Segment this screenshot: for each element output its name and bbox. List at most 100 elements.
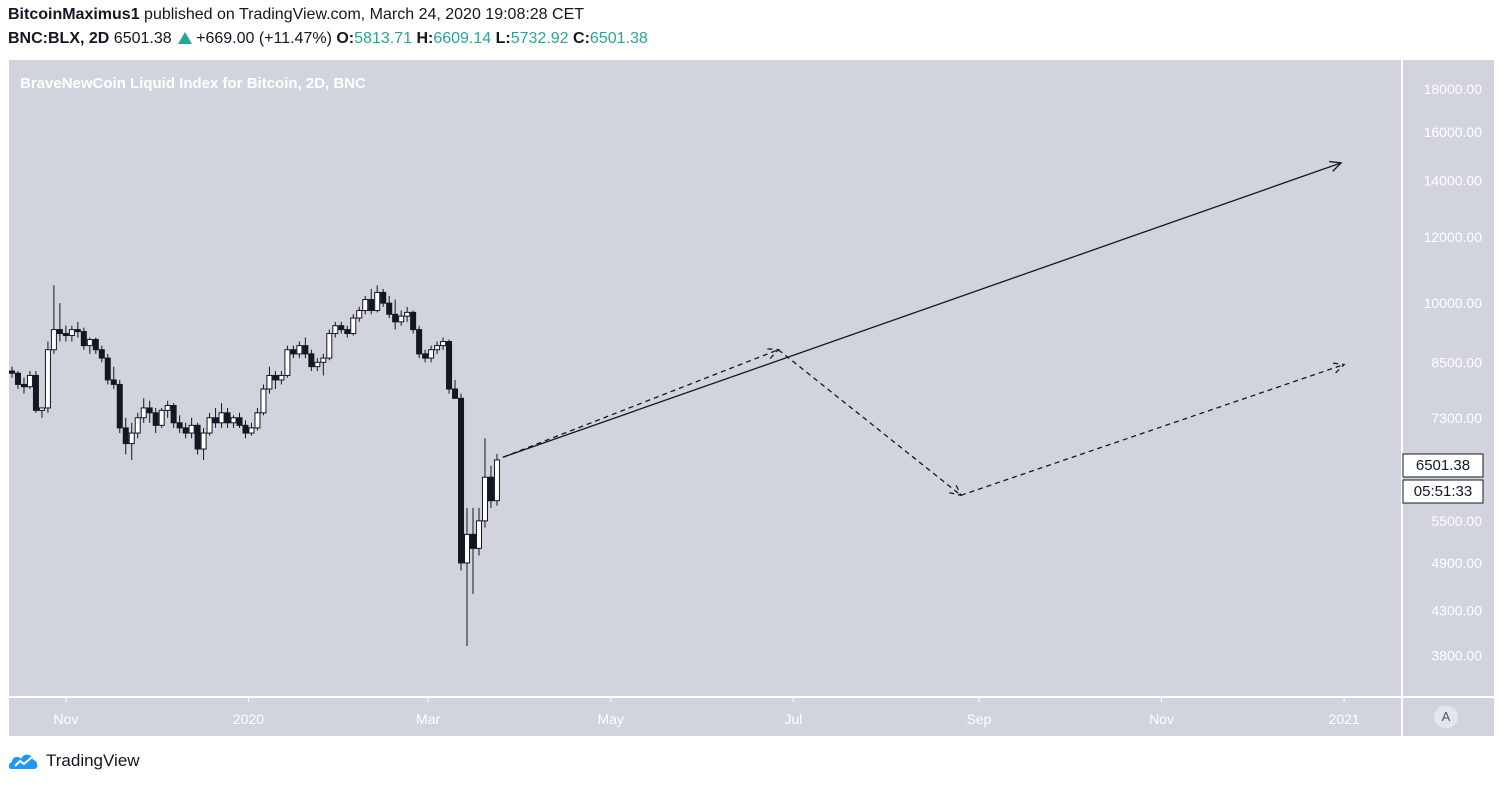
candle bbox=[470, 507, 476, 594]
candle-body bbox=[158, 409, 165, 426]
target-arrow bbox=[502, 160, 1343, 458]
candle bbox=[74, 321, 81, 338]
candle bbox=[398, 310, 405, 326]
candles-group bbox=[8, 285, 500, 647]
arrow-head bbox=[1332, 362, 1346, 374]
candle bbox=[368, 288, 375, 315]
candle bbox=[326, 329, 333, 361]
candle-body bbox=[446, 341, 453, 390]
chart-title: BraveNewCoin Liquid Index for Bitcoin, 2… bbox=[20, 75, 366, 92]
candle bbox=[20, 377, 27, 394]
candle bbox=[26, 371, 33, 390]
candle-body bbox=[248, 427, 255, 434]
candle bbox=[487, 465, 494, 508]
candle-body bbox=[470, 533, 476, 549]
candle bbox=[475, 507, 482, 556]
candle bbox=[98, 345, 105, 363]
candle-body bbox=[404, 311, 411, 317]
countdown-label: 05:51:33 bbox=[1414, 483, 1472, 500]
candle-body bbox=[362, 299, 369, 312]
price-tick-label: 5500.00 bbox=[1431, 513, 1482, 529]
candle-body bbox=[326, 333, 333, 359]
candle bbox=[332, 321, 339, 338]
candle bbox=[314, 358, 321, 372]
candle-body bbox=[140, 407, 147, 419]
candle-body bbox=[434, 345, 441, 351]
tradingview-logo-icon bbox=[8, 754, 38, 769]
time-axis[interactable] bbox=[9, 698, 1401, 736]
candle bbox=[80, 327, 87, 350]
time-tick-label: Mar bbox=[416, 711, 440, 727]
publish-line: BitcoinMaximus1 published on TradingView… bbox=[8, 6, 584, 24]
candle-body bbox=[212, 417, 219, 424]
candle-body bbox=[44, 349, 51, 409]
time-tick-label: Nov bbox=[1149, 711, 1174, 727]
price-tick-label: 18000.00 bbox=[1424, 81, 1483, 97]
time-ticks: Nov 2020 Mar May Jul Sep Nov 2021 bbox=[53, 696, 1360, 727]
candle bbox=[446, 339, 453, 394]
open-label: O: bbox=[336, 30, 355, 47]
candle bbox=[338, 321, 345, 334]
candle bbox=[188, 417, 195, 439]
candle-body bbox=[104, 357, 111, 381]
candle-body bbox=[122, 427, 129, 445]
candle-body bbox=[14, 372, 21, 385]
candle bbox=[356, 306, 363, 322]
candle bbox=[290, 345, 297, 359]
projection-arrow bbox=[960, 362, 1346, 496]
price-axis[interactable] bbox=[1403, 60, 1494, 696]
time-tick-label: Sep bbox=[966, 711, 991, 727]
footer: TradingView bbox=[8, 748, 140, 774]
candle-body bbox=[254, 412, 261, 429]
author-name[interactable]: BitcoinMaximus1 bbox=[8, 6, 140, 23]
candle-body bbox=[164, 405, 171, 411]
candle-body bbox=[428, 349, 435, 359]
candle bbox=[284, 345, 291, 378]
close-value: 6501.38 bbox=[589, 30, 648, 47]
candle-body bbox=[458, 397, 465, 564]
candle-body bbox=[74, 329, 81, 333]
candle-body bbox=[398, 315, 405, 323]
candle bbox=[452, 379, 459, 399]
low-label: L: bbox=[495, 30, 511, 47]
auto-scale-button[interactable]: A bbox=[1434, 706, 1458, 728]
footer-brand[interactable]: TradingView bbox=[46, 751, 140, 770]
candle-body bbox=[296, 345, 303, 355]
candle bbox=[50, 285, 57, 354]
candle bbox=[458, 393, 465, 571]
candle-body bbox=[170, 405, 177, 424]
candle bbox=[416, 325, 423, 359]
price-tick-label: 4300.00 bbox=[1431, 602, 1482, 618]
candle bbox=[140, 398, 147, 423]
candle-body bbox=[32, 374, 39, 411]
candle bbox=[56, 303, 63, 342]
candle-body bbox=[416, 329, 423, 355]
price-tick-label: 7300.00 bbox=[1431, 410, 1482, 426]
arrow-line bbox=[502, 162, 1342, 458]
candle bbox=[44, 341, 51, 413]
candle bbox=[182, 422, 189, 439]
candle bbox=[32, 371, 39, 413]
price-tick-label: 10000.00 bbox=[1424, 295, 1483, 311]
price-ticks: 18000.00 16000.00 14000.00 12000.00 10000.00… bbox=[1424, 81, 1483, 663]
candle-body bbox=[146, 407, 153, 414]
candle bbox=[440, 337, 447, 350]
arrow-line bbox=[777, 349, 962, 496]
candle bbox=[212, 407, 219, 428]
candle bbox=[134, 412, 141, 439]
candle-body bbox=[80, 331, 87, 347]
ohlc-line: BNC:BLX, 2D 6501.38 +669.00 (+11.47%) O:… bbox=[8, 30, 648, 48]
candle bbox=[146, 400, 153, 423]
candle bbox=[278, 371, 285, 385]
candle-body bbox=[236, 417, 243, 426]
candle-body bbox=[481, 476, 488, 522]
candle-body bbox=[110, 379, 117, 385]
candle-body bbox=[278, 374, 285, 381]
arrow-head bbox=[1329, 160, 1343, 172]
candle-body bbox=[284, 349, 291, 376]
candle-body bbox=[332, 325, 339, 335]
price-tick-label: 8500.00 bbox=[1431, 354, 1482, 370]
candle-body bbox=[260, 388, 267, 414]
candle-body bbox=[38, 407, 45, 411]
